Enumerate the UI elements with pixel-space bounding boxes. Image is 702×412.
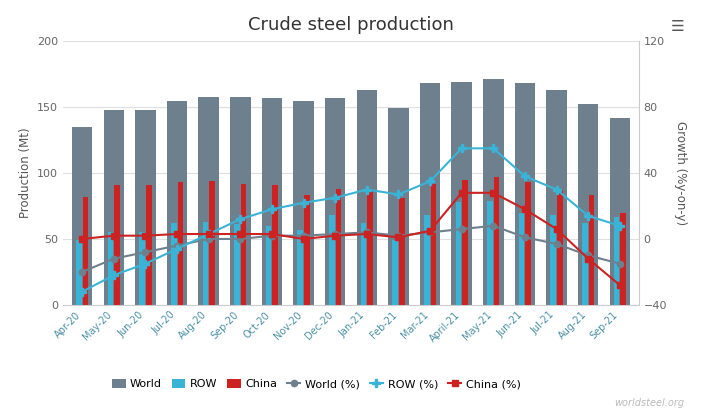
Bar (483, 80, 503, 305)
Bar (392, 240, 398, 305)
Bar (424, 215, 430, 305)
Bar (266, 226, 272, 305)
Bar (230, 96, 251, 305)
Bar (546, 90, 567, 305)
Bar (494, 177, 500, 305)
Bar (199, 96, 219, 305)
Bar (139, 232, 145, 305)
Bar (456, 202, 461, 305)
Bar (519, 213, 524, 305)
Bar (399, 198, 404, 305)
Bar (171, 223, 177, 305)
Bar (462, 180, 468, 305)
Bar (76, 240, 81, 305)
Bar (336, 189, 341, 305)
Bar (357, 90, 377, 305)
Bar (582, 223, 588, 305)
Bar (621, 213, 626, 305)
Y-axis label: Production (Mt): Production (Mt) (19, 128, 32, 218)
Title: Crude steel production: Crude steel production (248, 16, 454, 34)
Bar (298, 230, 303, 305)
Legend: World, ROW, China, World (%), ROW (%), China (%): World, ROW, China, World (%), ROW (%), C… (112, 379, 521, 389)
Bar (388, 108, 409, 305)
Bar (135, 110, 156, 305)
Bar (234, 225, 240, 305)
Bar (614, 217, 619, 305)
Bar (420, 83, 440, 305)
Bar (209, 181, 215, 305)
Y-axis label: Growth (%y-on-y): Growth (%y-on-y) (674, 121, 687, 225)
Bar (202, 222, 208, 305)
Bar (430, 184, 436, 305)
Bar (272, 185, 278, 305)
Bar (329, 215, 335, 305)
Bar (525, 182, 531, 305)
Bar (241, 184, 246, 305)
Bar (578, 105, 599, 305)
Bar (178, 182, 183, 305)
Text: ☰: ☰ (671, 19, 684, 33)
Bar (146, 185, 152, 305)
Bar (72, 127, 93, 305)
Bar (515, 83, 535, 305)
Bar (451, 82, 472, 305)
Bar (609, 118, 630, 305)
Bar (557, 190, 563, 305)
Bar (367, 189, 373, 305)
Bar (293, 101, 314, 305)
Bar (550, 215, 556, 305)
Bar (325, 98, 345, 305)
Bar (304, 195, 310, 305)
Bar (589, 195, 595, 305)
Bar (361, 223, 366, 305)
Bar (103, 110, 124, 305)
Text: worldsteel.org: worldsteel.org (614, 398, 684, 408)
Bar (114, 185, 120, 305)
Bar (107, 232, 113, 305)
Bar (167, 101, 187, 305)
Bar (83, 197, 88, 305)
Bar (487, 201, 493, 305)
Bar (262, 98, 282, 305)
